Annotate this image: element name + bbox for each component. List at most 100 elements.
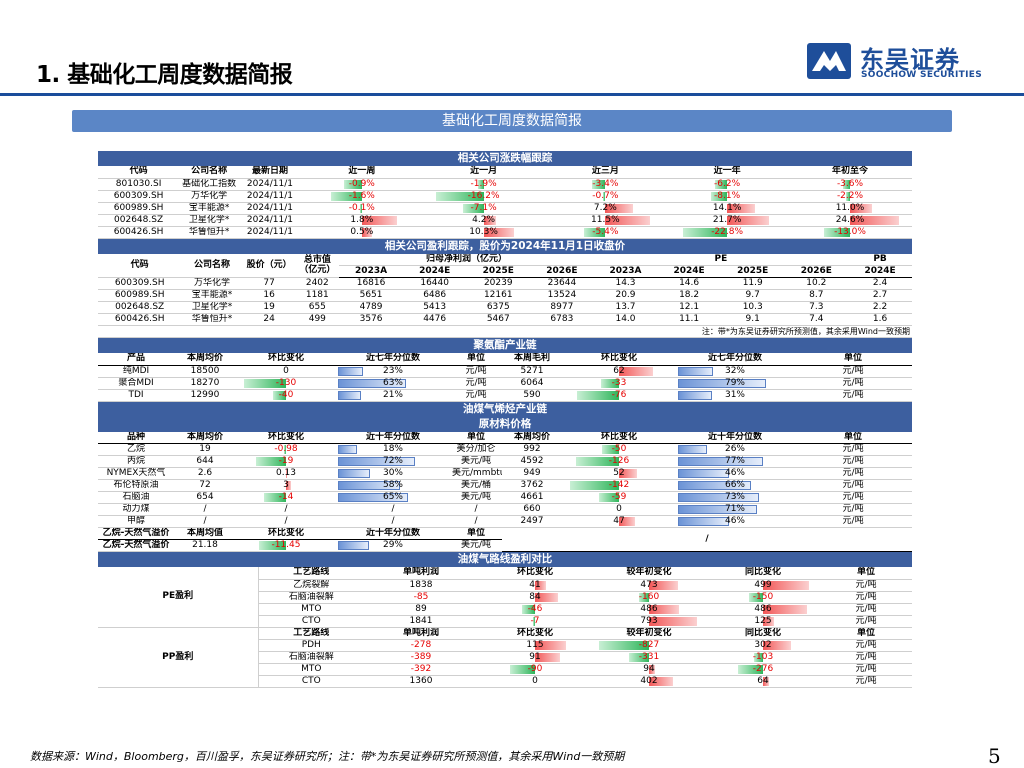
t5-pp-value-bar — [649, 664, 655, 674]
t4-percentile2: 46% — [676, 515, 794, 528]
t2-cell: 2.7 — [848, 289, 912, 302]
t4-col-header: 环比变化 — [562, 431, 676, 444]
t5-pp-value-value: 91 — [529, 651, 541, 662]
t2-row: 600309.SH 万华化学 77 2402 16816 16440 20239 23644 1… — [98, 277, 912, 290]
t4-price-change-value: / — [284, 516, 288, 526]
t1-change-value: 11.5% — [591, 214, 620, 225]
t1-change-value: -13.0% — [834, 226, 866, 237]
t4-unit: 美分/加仑 — [450, 443, 502, 456]
t4-col-header: 近十年分位数 — [676, 431, 794, 444]
t4-spread-header: 环比变化 — [236, 527, 336, 540]
t2-cell: 2402 — [295, 277, 340, 290]
t2-cell: 12161 — [466, 289, 531, 302]
t4-percentile2-bar — [678, 445, 707, 454]
t4-percentile2-value: 66% — [724, 480, 745, 490]
t4-percentile-value: 58% — [382, 480, 403, 490]
t2-year-header: 2026E — [530, 265, 594, 278]
t1-change: 0.5% — [300, 226, 423, 239]
t3-price-change-bar — [244, 378, 286, 388]
t4-percentile: 58% — [336, 479, 450, 492]
t5-title: 油煤气路线盈利对比 — [98, 552, 913, 567]
t4-col-header: 品种 — [98, 431, 174, 444]
t4-price2-change: -142 — [562, 479, 676, 492]
t1-change: 11.0% — [788, 202, 912, 215]
t5-pp-value-value: -103 — [752, 651, 774, 662]
t4-price2: 949 — [502, 467, 562, 480]
t5-pe-value-value: 499 — [754, 579, 772, 590]
t5-pp-value: -90 — [478, 663, 592, 676]
t1-change-bar — [478, 179, 484, 189]
t5-pe-unit: 元/吨 — [820, 615, 913, 628]
t5-pe-value-value: 486 — [640, 603, 658, 614]
t2-cell: 600989.SH — [98, 289, 182, 302]
t5-pe-value-bar — [535, 592, 558, 602]
t4-col-header: 近十年分位数 — [336, 431, 450, 444]
t4-spread-header: 单位 — [450, 527, 502, 540]
t4-price2-change: -126 — [562, 455, 676, 468]
t4-price2-change: 47 — [562, 515, 676, 528]
t5-pe-route: CTO — [258, 615, 364, 628]
t3-margin-change: 62 — [562, 365, 676, 378]
t1-change-value: -0.9% — [348, 178, 375, 189]
t5-pe-route: 石脑油裂解 — [258, 591, 364, 604]
t2-cell: 5467 — [466, 313, 531, 326]
t4-price2: 2497 — [502, 515, 562, 528]
t5-pe-route: MTO — [258, 603, 364, 616]
t2-cell: 9.7 — [720, 289, 785, 302]
t4-spread-percentile-bar — [338, 541, 370, 550]
t5-pe-value-value: 1838 — [409, 579, 433, 590]
t4-price-change-value: 3 — [283, 480, 289, 490]
t5-pp-header-row: PP盈利 工艺路线 单吨利润 环比变化 较年初变化 同比变化 单位 — [98, 627, 913, 688]
t1-row: 600426.SH 华鲁恒升* 2024/11/1 0.5% 10.3% -5.4% -22… — [98, 226, 912, 239]
t3-margin-change-value: -33 — [611, 377, 627, 388]
t2-cell: 5413 — [402, 301, 467, 314]
t4-subtitle-row: 原材料价格 — [98, 416, 913, 432]
t5-pp-route: PDH — [258, 639, 364, 652]
t5-pp-value: -827 — [592, 639, 706, 652]
t4-price-change-bar — [263, 493, 286, 502]
page-title: 1. 基础化工周度数据简报 — [36, 62, 293, 88]
t4-spread-header-row: 乙烷-天然气溢价 本周均值 环比变化 近十年分位数 单位 / — [98, 527, 913, 552]
t1-row: 600989.SH 宝丰能源* 2024/11/1 -0.1% -7.1% 7.2% 14.… — [98, 202, 912, 215]
t1-change-value: -5.4% — [592, 226, 619, 237]
t4-price2-change-bar — [575, 457, 619, 466]
t2-cell: 3576 — [339, 313, 403, 326]
t5-pe-value-bar — [649, 604, 679, 614]
t2-cell: 11.9 — [720, 277, 785, 290]
t2-title-row: 相关公司盈利跟踪，股价为2024年11月1日收盘价 — [98, 238, 912, 254]
t5-pe-value-value: 486 — [754, 603, 772, 614]
t4-percentile2-value: 26% — [724, 444, 745, 454]
t2-cell: 12.1 — [657, 301, 721, 314]
t2-note-row: 注：带*为东吴证券研究所预测值，其余采用Wind一致预期 — [98, 325, 912, 338]
section-banner: 基础化工周度数据简报 — [72, 110, 952, 132]
t4-percentile2-value: 77% — [724, 456, 745, 466]
t3-margin: 6064 — [502, 377, 562, 390]
t1-change: -1.9% — [422, 178, 545, 191]
t3-price-percentile-bar — [338, 390, 361, 400]
t5-pp-col-header: 单位 — [820, 627, 913, 640]
t3-price-percentile-bar — [338, 366, 363, 376]
t4-title-row: 油煤气烯烃产业链 — [98, 401, 913, 417]
t4-percentile-value: 30% — [382, 468, 403, 478]
route-profit-table: 油煤气路线盈利对比 PE盈利 工艺路线 单吨利润 环比变化 较年初变化 同比变化 单位 乙烷裂解… — [98, 552, 913, 688]
t2-cell: 19 — [242, 301, 296, 314]
t4-price: 19 — [174, 443, 236, 456]
t4-unit: 美元/桶 — [450, 479, 502, 492]
t3-margin: 5271 — [502, 365, 562, 378]
t1-cell: 600989.SH — [98, 202, 180, 215]
t1-cell: 2024/11/1 — [238, 226, 301, 239]
t2-cell: 13524 — [530, 289, 594, 302]
t2-cell: 14.6 — [657, 277, 721, 290]
t5-pp-value-value: 1360 — [409, 675, 433, 686]
t4-price-change: -14 — [236, 491, 336, 504]
t1-change-value: -2.2% — [836, 190, 864, 201]
t4-percentile2: 66% — [676, 479, 794, 492]
t1-col-header: 代码 — [98, 166, 180, 179]
t4-item: 动力煤 — [98, 503, 174, 516]
t4-price: 654 — [174, 491, 236, 504]
t5-pp-unit: 元/吨 — [820, 651, 913, 664]
t5-pe-value: 1838 — [364, 579, 478, 592]
t3-col-header: 单位 — [794, 353, 913, 366]
t2-pb-group: PB — [848, 253, 912, 266]
t1-change-bar — [711, 191, 728, 201]
